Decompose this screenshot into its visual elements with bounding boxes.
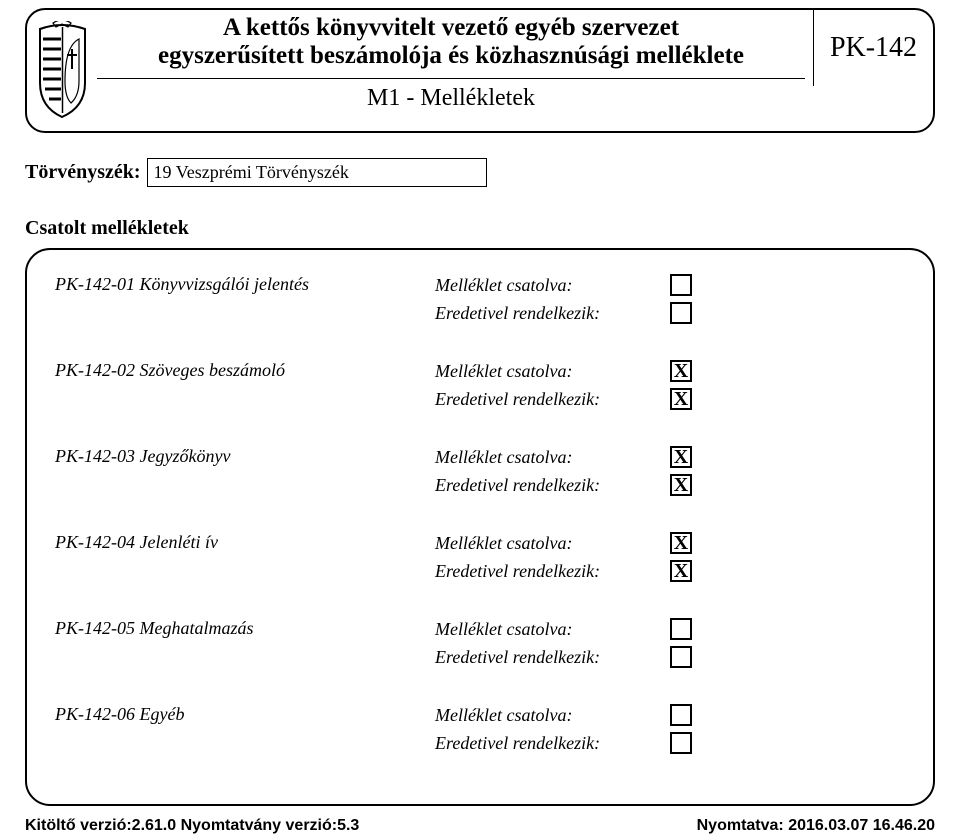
check-label-original: Eredetivel rendelkezik: <box>435 389 660 410</box>
checkbox-original[interactable] <box>670 302 692 324</box>
checkbox-attached[interactable] <box>670 618 692 640</box>
attachment-name: PK-142-06 Egyéb <box>55 704 435 760</box>
checkbox-attached[interactable] <box>670 704 692 726</box>
checkbox-attached[interactable] <box>670 274 692 296</box>
check-label-original: Eredetivel rendelkezik: <box>435 647 660 668</box>
checkbox-original[interactable]: X <box>670 560 692 582</box>
check-label-attached: Melléklet csatolva: <box>435 705 660 726</box>
title-line-1: A kettős könyvvitelt vezető egyéb szerve… <box>97 14 805 42</box>
checkbox-original[interactable]: X <box>670 388 692 410</box>
check-label-attached: Melléklet csatolva: <box>435 447 660 468</box>
attachments-frame: PK-142-01 Könyvvizsgálói jelentésMellékl… <box>25 248 935 806</box>
attachment-checks: Melléklet csatolva: Eredetivel rendelkezi… <box>435 274 905 330</box>
attachment-checks: Melléklet csatolva:XEredetivel rendelkez… <box>435 532 905 588</box>
check-label-attached: Melléklet csatolva: <box>435 533 660 554</box>
check-line-attached: Melléklet csatolva: <box>435 274 905 296</box>
subtitle: M1 - Mellékletek <box>97 78 805 112</box>
checkbox-original[interactable] <box>670 732 692 754</box>
court-row: Törvényszék: 19 Veszprémi Törvényszék <box>25 158 935 187</box>
form-header: A kettős könyvvitelt vezető egyéb szerve… <box>25 8 935 133</box>
check-line-original: Eredetivel rendelkezik: X <box>435 560 905 582</box>
attachment-name: PK-142-04 Jelenléti ív <box>55 532 435 588</box>
check-line-original: Eredetivel rendelkezik: <box>435 732 905 754</box>
check-line-original: Eredetivel rendelkezik: X <box>435 474 905 496</box>
attachment-row: PK-142-04 Jelenléti ívMelléklet csatolva… <box>55 532 905 588</box>
check-label-attached: Melléklet csatolva: <box>435 619 660 640</box>
section-title: Csatolt mellékletek <box>25 217 935 240</box>
attachment-name: PK-142-05 Meghatalmazás <box>55 618 435 674</box>
check-line-attached: Melléklet csatolva: <box>435 704 905 726</box>
attachment-row: PK-142-03 JegyzőkönyvMelléklet csatolva:… <box>55 446 905 502</box>
footer-left: Kitöltő verzió:2.61.0 Nyomtatvány verzió… <box>25 817 359 835</box>
attachment-name: PK-142-02 Szöveges beszámoló <box>55 360 435 416</box>
attachment-name: PK-142-01 Könyvvizsgálói jelentés <box>55 274 435 330</box>
footer-right: Nyomtatva: 2016.03.07 16.46.20 <box>697 817 935 835</box>
title-line-2: egyszerűsített beszámolója és közhasznús… <box>97 42 805 70</box>
checkbox-original[interactable]: X <box>670 474 692 496</box>
check-label-original: Eredetivel rendelkezik: <box>435 733 660 754</box>
attachment-checks: Melléklet csatolva:XEredetivel rendelkez… <box>435 360 905 416</box>
header-title-block: A kettős könyvvitelt vezető egyéb szerve… <box>97 10 813 131</box>
attachment-checks: Melléklet csatolva:XEredetivel rendelkez… <box>435 446 905 502</box>
coat-of-arms-icon <box>27 10 97 131</box>
court-value: 19 Veszprémi Törvényszék <box>147 158 487 187</box>
checkbox-original[interactable] <box>670 646 692 668</box>
checkbox-attached[interactable]: X <box>670 360 692 382</box>
attachment-name: PK-142-03 Jegyzőkönyv <box>55 446 435 502</box>
court-label: Törvényszék: <box>25 161 141 184</box>
check-label-attached: Melléklet csatolva: <box>435 361 660 382</box>
attachment-checks: Melléklet csatolva: Eredetivel rendelkezi… <box>435 618 905 674</box>
check-label-attached: Melléklet csatolva: <box>435 275 660 296</box>
check-line-original: Eredetivel rendelkezik: X <box>435 388 905 410</box>
check-line-attached: Melléklet csatolva: <box>435 618 905 640</box>
check-line-attached: Melléklet csatolva: X <box>435 446 905 468</box>
attachment-row: PK-142-05 MeghatalmazásMelléklet csatolv… <box>55 618 905 674</box>
check-line-attached: Melléklet csatolva: X <box>435 532 905 554</box>
check-label-original: Eredetivel rendelkezik: <box>435 303 660 324</box>
check-line-original: Eredetivel rendelkezik: <box>435 302 905 324</box>
attachment-row: PK-142-02 Szöveges beszámolóMelléklet cs… <box>55 360 905 416</box>
attachment-checks: Melléklet csatolva: Eredetivel rendelkezi… <box>435 704 905 760</box>
footer: Kitöltő verzió:2.61.0 Nyomtatvány verzió… <box>25 817 935 835</box>
check-label-original: Eredetivel rendelkezik: <box>435 475 660 496</box>
attachment-row: PK-142-06 EgyébMelléklet csatolva: Eredet… <box>55 704 905 760</box>
check-label-original: Eredetivel rendelkezik: <box>435 561 660 582</box>
checkbox-attached[interactable]: X <box>670 446 692 468</box>
checkbox-attached[interactable]: X <box>670 532 692 554</box>
check-line-original: Eredetivel rendelkezik: <box>435 646 905 668</box>
form-code: PK-142 <box>813 10 933 86</box>
check-line-attached: Melléklet csatolva: X <box>435 360 905 382</box>
attachment-row: PK-142-01 Könyvvizsgálói jelentésMellékl… <box>55 274 905 330</box>
